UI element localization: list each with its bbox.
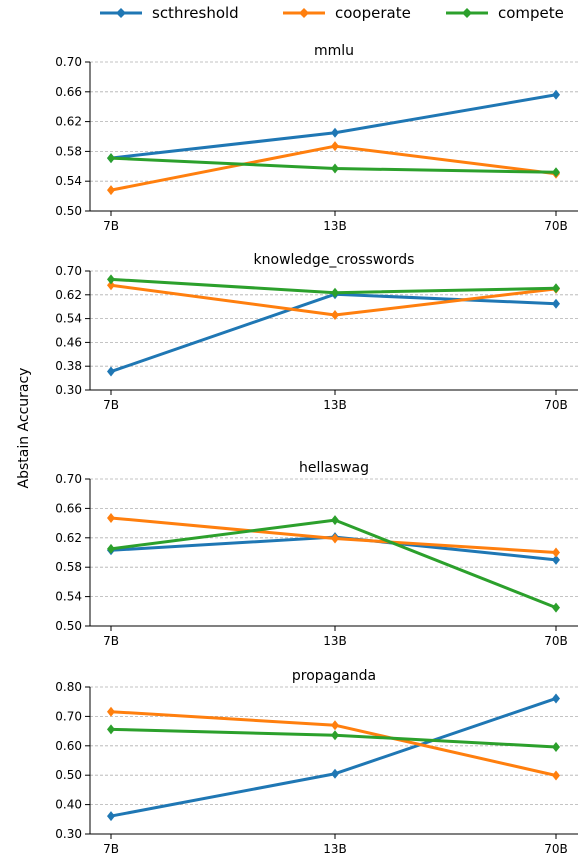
- y-tick-label: 0.62: [55, 288, 82, 302]
- y-tick-label: 0.50: [55, 619, 82, 633]
- y-tick-label: 0.66: [55, 85, 82, 99]
- data-point-cooperate: [331, 141, 339, 152]
- y-tick-label: 0.58: [55, 144, 82, 158]
- chart-panels: 0.50 0.54 0.58 0.62 0.66 0.70 7B 13B 70B mmlu 0.30…: [55, 43, 578, 856]
- y-tick-label: 0.62: [55, 115, 82, 129]
- data-point-compete: [552, 602, 560, 613]
- data-point-scthreshold: [552, 554, 560, 565]
- y-tick-label: 0.40: [55, 798, 82, 812]
- data-point-cooperate: [331, 720, 339, 731]
- legend-marker-scthreshold: [116, 8, 126, 18]
- data-point-scthreshold: [552, 693, 560, 704]
- data-point-compete: [552, 283, 560, 294]
- data-point-compete: [107, 153, 115, 164]
- panel-title: mmlu: [314, 43, 354, 59]
- data-point-compete: [331, 515, 339, 526]
- data-point-compete: [331, 287, 339, 298]
- y-tick-label: 0.50: [55, 204, 82, 218]
- y-tick-label: 0.70: [55, 264, 82, 278]
- y-tick-label: 0.30: [55, 827, 82, 841]
- x-tick-label: 7B: [103, 634, 119, 648]
- data-point-compete: [331, 163, 339, 174]
- x-tick-label: 7B: [103, 398, 119, 412]
- panel-propaganda: 0.30 0.40 0.50 0.60 0.70 0.80 7B 13B 70B propagan…: [55, 668, 578, 856]
- panel-title: hellaswag: [299, 460, 369, 476]
- y-tick-label: 0.60: [55, 739, 82, 753]
- series-line-compete: [110, 518, 557, 610]
- y-tick-label: 0.38: [55, 359, 82, 373]
- data-point-cooperate: [107, 185, 115, 196]
- legend-label-compete: compete: [498, 4, 564, 22]
- panel-mmlu: 0.50 0.54 0.58 0.62 0.66 0.70 7B 13B 70B mmlu: [55, 43, 578, 233]
- data-point-compete: [107, 724, 115, 735]
- y-tick-label: 0.54: [55, 174, 82, 188]
- data-point-compete: [552, 167, 560, 178]
- y-tick-label: 0.54: [55, 312, 82, 326]
- data-point-cooperate: [331, 533, 339, 544]
- panel-title: propaganda: [292, 668, 376, 684]
- data-point-scthreshold: [331, 127, 339, 138]
- y-tick-label: 0.80: [55, 680, 82, 694]
- x-tick-label: 70B: [544, 219, 568, 233]
- legend-marker-cooperate: [299, 8, 309, 18]
- series-line-scthreshold: [110, 292, 557, 373]
- x-tick-label: 70B: [544, 398, 568, 412]
- x-tick-label: 70B: [544, 634, 568, 648]
- data-point-scthreshold: [552, 89, 560, 100]
- panel-title: knowledge_crosswords: [254, 252, 415, 268]
- legend-item-scthreshold: scthreshold: [100, 4, 239, 22]
- y-tick-label: 0.70: [55, 709, 82, 723]
- legend-label-cooperate: cooperate: [335, 4, 411, 22]
- data-point-compete: [552, 741, 560, 752]
- legend-marker-compete: [462, 8, 472, 18]
- legend-item-cooperate: cooperate: [283, 4, 411, 22]
- data-point-cooperate: [107, 280, 115, 291]
- data-point-compete: [107, 543, 115, 554]
- legend-label-scthreshold: scthreshold: [152, 4, 239, 22]
- data-point-compete: [107, 274, 115, 285]
- data-point-cooperate: [552, 770, 560, 781]
- data-point-scthreshold: [552, 298, 560, 309]
- panel-hellaswag: 0.50 0.54 0.58 0.62 0.66 0.70 7B 13B 70B hellaswa…: [55, 460, 578, 648]
- y-tick-label: 0.70: [55, 55, 82, 69]
- x-tick-label: 13B: [323, 219, 347, 233]
- panel-knowledge_crosswords: 0.30 0.38 0.46 0.54 0.62 0.70 7B 13B 70B knowledg…: [55, 252, 578, 412]
- x-tick-label: 70B: [544, 842, 568, 856]
- data-point-scthreshold: [107, 366, 115, 377]
- y-tick-label: 0.46: [55, 335, 82, 349]
- y-tick-label: 0.70: [55, 472, 82, 486]
- data-point-scthreshold: [331, 768, 339, 779]
- legend-item-compete: compete: [446, 4, 564, 22]
- y-tick-label: 0.50: [55, 768, 82, 782]
- x-tick-label: 13B: [323, 842, 347, 856]
- y-tick-label: 0.66: [55, 501, 82, 515]
- x-tick-label: 7B: [103, 219, 119, 233]
- legend: scthreshold cooperate compete: [100, 4, 564, 22]
- data-point-cooperate: [107, 512, 115, 523]
- data-point-cooperate: [552, 547, 560, 558]
- x-tick-label: 13B: [323, 634, 347, 648]
- y-tick-label: 0.30: [55, 383, 82, 397]
- data-point-scthreshold: [107, 811, 115, 822]
- data-point-cooperate: [107, 706, 115, 717]
- data-point-compete: [331, 730, 339, 741]
- x-tick-label: 13B: [323, 398, 347, 412]
- data-point-cooperate: [331, 310, 339, 321]
- x-tick-label: 7B: [103, 842, 119, 856]
- y-tick-label: 0.54: [55, 590, 82, 604]
- y-tick-label: 0.62: [55, 531, 82, 545]
- y-tick-label: 0.58: [55, 560, 82, 574]
- y-axis-label: Abstain Accuracy: [16, 368, 32, 489]
